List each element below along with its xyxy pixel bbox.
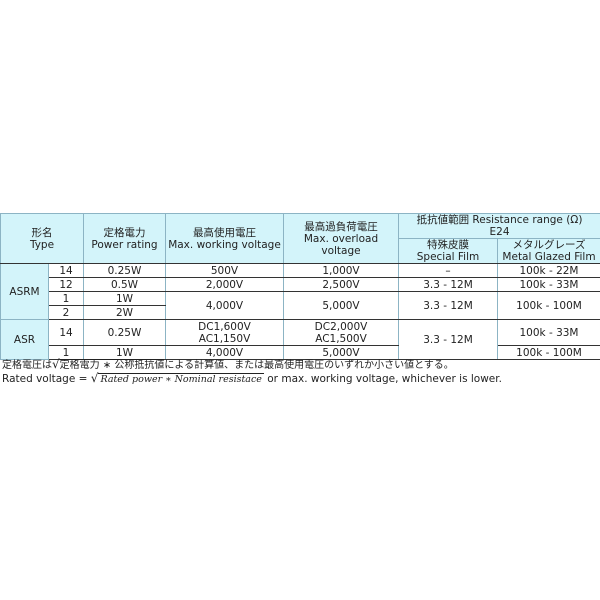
overload: 1,000V [283, 263, 399, 278]
metal: 100k - 100M [497, 291, 600, 320]
size: 1 [48, 291, 84, 306]
working: DC1,600V AC1,150V [165, 319, 284, 346]
size: 12 [48, 277, 84, 292]
table-row: 1 1W 4,000V 5,000V 3.3 - 12M 100k - 100M [1, 291, 600, 320]
metal: 100k - 22M [497, 263, 600, 278]
overload: 5,000V [283, 345, 399, 360]
header-power: 定格電力 Power rating [83, 213, 166, 264]
overload: 5,000V [283, 291, 399, 320]
metal: 100k - 33M [497, 319, 600, 346]
metal: 100k - 33M [497, 277, 600, 292]
special: – [398, 263, 498, 278]
header-overload: 最高過負荷電圧 Max. overload voltage [283, 213, 399, 264]
power: 1W [83, 291, 166, 306]
power: 0.25W [83, 263, 166, 278]
table-row: 12 0.5W 2,000V 2,500V 3.3 - 12M 100k - 3… [1, 277, 600, 292]
header-metal: メタルグレーズ Metal Glazed Film [497, 238, 600, 264]
working: 2,000V [165, 277, 284, 292]
table-row: ASRM 14 0.25W 500V 1,000V – 100k - 22M [0, 263, 600, 320]
type-asrm: ASRM [0, 263, 49, 320]
type-asr: ASR [0, 319, 49, 360]
metal: 100k - 100M [497, 345, 600, 360]
special: 3.3 - 12M [398, 277, 498, 292]
special: 3.3 - 12M [398, 291, 498, 320]
overload: 2,500V [283, 277, 399, 292]
header-type: 形名 Type [0, 213, 84, 264]
working: 4,000V [165, 291, 284, 320]
power: 0.25W [83, 319, 166, 346]
working: 500V [165, 263, 284, 278]
header-special: 特殊皮膜 Special Film [398, 238, 498, 264]
power: 0.5W [83, 277, 166, 292]
size: 14 [48, 263, 84, 278]
overload: DC2,000V AC1,500V [283, 319, 399, 346]
header-resistance: 抵抗値範囲 Resistance range (Ω) E24 [398, 213, 600, 239]
table-row: 1 1W 4,000V 5,000V 100k - 100M [1, 345, 600, 360]
power: 1W [83, 345, 166, 360]
note-ja: 定格電圧は√定格電力 ∗ 公称抵抗値による計算値、または最高使用電圧のいずれか小… [2, 357, 454, 371]
power: 2W [83, 305, 166, 320]
table-row: ASR 14 0.25W DC1,600V AC1,150V DC2,000V AC… [0, 319, 600, 360]
size: 14 [48, 319, 84, 346]
header-working: 最高使用電圧 Max. working voltage [165, 213, 284, 264]
note-en: Rated voltage = √ Rated power ∗ Nominal r… [2, 371, 502, 385]
size: 2 [48, 305, 84, 320]
special: 3.3 - 12M [398, 319, 498, 360]
spec-table: 形名 Type 定格電力 Power rating 最高使用電圧 Max. worki… [0, 213, 600, 360]
